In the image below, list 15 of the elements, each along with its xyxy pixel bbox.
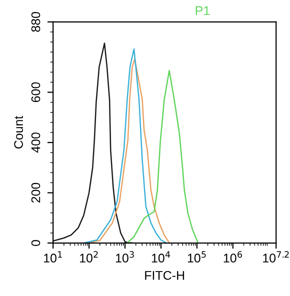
x-tick-label: 10$^{3}$	[116, 251, 134, 263]
x-tick-label: 10$^{7.2}$	[263, 251, 289, 263]
x-tick-label: 10$^{6}$	[224, 251, 242, 263]
x-tick-label: 10$^{1}$	[44, 251, 62, 263]
text: P1	[196, 6, 210, 15]
x-tick-label: 10$^{5}$	[188, 251, 206, 263]
x-tick-label: 10$^{2}$	[80, 251, 98, 263]
x-tick-label: 10$^{4}$	[152, 251, 170, 263]
x-axis-title: FITC-H	[145, 270, 184, 280]
y-tick-label: 880	[31, 12, 40, 32]
y-axis-title: Count	[14, 116, 23, 148]
y-tick-label: 0	[31, 240, 40, 246]
y-tick-label: 400	[31, 132, 40, 153]
y-tick-label: 200	[31, 182, 40, 203]
y-tick-label: 600	[31, 82, 40, 102]
